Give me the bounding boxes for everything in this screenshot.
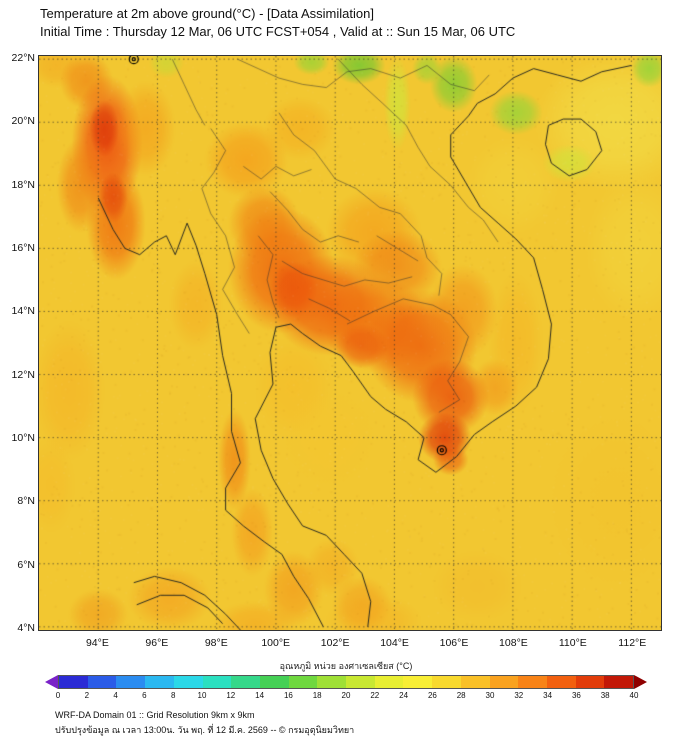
lat-tick-label: 10°N: [11, 431, 35, 444]
footer-domain-info: WRF-DA Domain 01 :: Grid Resolution 9km …: [55, 710, 255, 720]
colorbar-tick-label: 28: [456, 691, 466, 700]
colorbar-tick-label: 26: [427, 691, 437, 700]
colorbar-segment: [288, 676, 318, 688]
colorbar-tick-label: 8: [170, 691, 176, 700]
colorbar-tick-label: 22: [370, 691, 380, 700]
colorbar-right-arrow: [634, 675, 647, 689]
lat-tick-label: 20°N: [11, 115, 35, 128]
lon-tick-label: 94°E: [85, 637, 109, 649]
colorbar-segment: [403, 676, 433, 688]
colorbar-segment: [145, 676, 174, 688]
colorbar-tick-label: 6: [142, 691, 147, 700]
lat-tick-label: 18°N: [11, 178, 35, 191]
colorbar-tick-label: 38: [600, 691, 610, 700]
colorbar-segment: [259, 676, 289, 688]
lon-tick-label: 96°E: [145, 637, 169, 649]
lon-tick-label: 98°E: [204, 637, 228, 649]
lon-tick-label: 100°E: [261, 637, 291, 649]
lat-tick-label: 12°N: [11, 368, 35, 381]
lat-tick-label: 16°N: [11, 242, 35, 255]
lat-tick-label: 22°N: [11, 52, 35, 65]
colorbar-segment: [346, 676, 375, 688]
colorbar-tick-label: 30: [485, 691, 495, 700]
colorbar-tick-label: 24: [399, 691, 409, 700]
colorbar-tick-label: 34: [543, 691, 553, 700]
colorbar-left-arrow: [45, 675, 58, 689]
colorbar-segment: [59, 676, 88, 688]
colorbar-segment: [432, 676, 461, 688]
colorbar-segment: [317, 676, 347, 688]
colorbar-label: อุณหภูมิ หน่วย องศาเซลเซียส (°C): [279, 661, 413, 671]
map-canvas: [39, 56, 661, 630]
colorbar-tick-label: 36: [571, 691, 581, 700]
page-title: Temperature at 2m above ground(°C) - [Da…: [40, 6, 374, 21]
colorbar-tick-label: 18: [312, 691, 322, 700]
colorbar-tick-label: 4: [113, 691, 118, 700]
colorbar-tick-label: 10: [197, 691, 207, 700]
colorbar-segment: [202, 676, 232, 688]
colorbar-tick-label: 20: [341, 691, 351, 700]
colorbar-tick-label: 14: [255, 691, 265, 700]
footer-update-info: ปรับปรุงข้อมูล ณ เวลา 13:00น. วัน พฤ. ที…: [55, 725, 355, 735]
colorbar-segment: [489, 676, 519, 688]
colorbar-tick-label: 16: [283, 691, 293, 700]
map-plot: [38, 55, 662, 631]
colorbar-segment: [460, 676, 490, 688]
colorbar-segment: [604, 676, 634, 688]
lon-tick-label: 112°E: [618, 637, 647, 649]
lon-tick-label: 104°E: [380, 637, 409, 649]
lat-tick-label: 4°N: [17, 621, 35, 634]
colorbar-tick-label: 32: [514, 691, 524, 700]
lat-tick-label: 6°N: [17, 558, 35, 571]
colorbar-segment: [87, 676, 117, 688]
lat-tick-label: 8°N: [17, 495, 35, 508]
colorbar-segment: [231, 676, 260, 688]
lon-tick-label: 102°E: [320, 637, 350, 649]
lon-tick-label: 110°E: [558, 637, 587, 649]
colorbar-segment: [575, 676, 605, 688]
colorbar-segment: [374, 676, 404, 688]
lat-tick-label: 14°N: [11, 305, 35, 318]
colorbar-tick-label: 40: [629, 691, 639, 700]
page-subtitle: Initial Time : Thursday 12 Mar, 06 UTC F…: [40, 24, 516, 39]
lon-tick-label: 106°E: [439, 637, 469, 649]
colorbar-tick-label: 12: [226, 691, 236, 700]
colorbar-segment: [173, 676, 203, 688]
colorbar-tick-label: 0: [55, 691, 61, 700]
colorbar-segment: [546, 676, 576, 688]
colorbar-segment: [116, 676, 146, 688]
lon-tick-label: 108°E: [499, 637, 528, 649]
colorbar-bar: [58, 675, 634, 689]
colorbar-tick-label: 2: [84, 691, 90, 700]
colorbar-segment: [518, 676, 547, 688]
